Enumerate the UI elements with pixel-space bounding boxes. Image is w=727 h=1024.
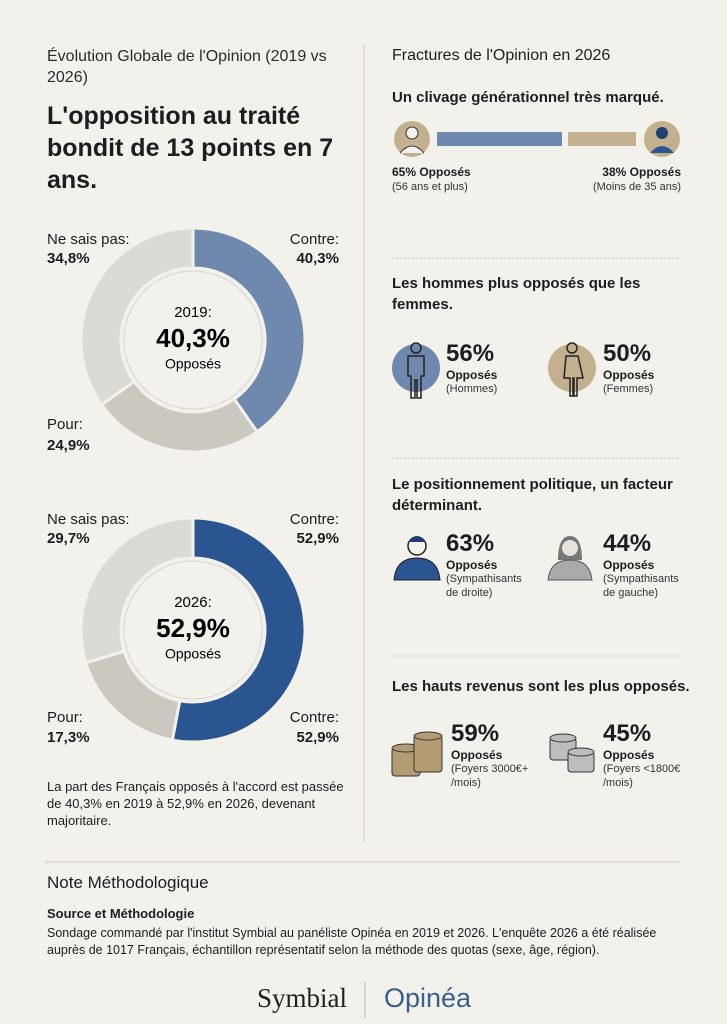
stat-detail: (Sympathisants de gauche)	[603, 573, 679, 599]
stat: 38% Opposés	[602, 165, 681, 179]
legend-label: Ne sais pas:	[47, 231, 130, 248]
icon-woman	[548, 342, 596, 397]
brand: Opinéa	[384, 983, 472, 1013]
value-label: 17,3%	[47, 729, 90, 746]
value-label: 29,7%	[47, 530, 90, 547]
stat: 50%	[603, 340, 652, 367]
icon-coins-low	[549, 733, 595, 773]
stat: 56%	[446, 340, 495, 367]
stat-detail: (Femmes)	[603, 383, 654, 395]
stat-detail: (Moins de 35 ans)	[592, 181, 681, 193]
center-caption: Opposés	[165, 356, 221, 372]
icon-senior	[394, 121, 430, 157]
stat-label: Opposés	[603, 368, 655, 382]
value-label: 52,9%	[296, 530, 339, 547]
icon-coins-high	[391, 731, 443, 777]
center-value: 52,9%	[156, 613, 230, 643]
note-title: Note Méthodologique	[47, 873, 209, 892]
stat: 45%	[603, 720, 652, 747]
legend-label: Contre:	[289, 709, 339, 726]
value-label: 34,8%	[47, 250, 90, 267]
value-label: 52,9%	[296, 729, 339, 746]
stat-label: Opposés	[451, 748, 503, 762]
stat-label: Opposés	[446, 558, 498, 572]
inner-ring	[123, 270, 263, 410]
icon-young	[644, 121, 680, 157]
donut-segment	[191, 226, 307, 434]
stat-label: Opposés	[446, 368, 498, 382]
value-label: 24,9%	[47, 437, 90, 454]
center-caption: Opposés	[165, 646, 221, 662]
donut-segment	[170, 516, 307, 744]
legend-label: Pour:	[47, 709, 83, 726]
icon-right	[393, 536, 441, 581]
center-title: 2019:	[174, 304, 212, 321]
center-title: 2026:	[174, 594, 212, 611]
note-subtitle: Source et Méthodologie	[47, 906, 195, 921]
bar	[437, 132, 562, 146]
headline: L'opposition au traité bondit de 13 poin…	[47, 102, 334, 194]
brand: Symbial	[256, 983, 347, 1013]
note-text: Sondage commandé par l'institut Symbial …	[47, 926, 657, 957]
stat-label: Opposés	[603, 748, 655, 762]
stat-label: Opposés	[603, 558, 655, 572]
legend-label: Contre:	[289, 231, 339, 248]
legend-label: Pour:	[47, 416, 83, 433]
donut-segment	[99, 379, 260, 454]
donut-segment	[79, 516, 195, 665]
legend-label: Ne sais pas:	[47, 511, 130, 528]
caption: La part des Français opposés à l'accord …	[47, 779, 344, 828]
stat: 44%	[603, 530, 652, 557]
icon-man	[392, 342, 440, 399]
stat: 65% Opposés	[392, 165, 471, 179]
icon-left	[547, 536, 593, 581]
donut-segment	[79, 226, 195, 407]
value-label: 40,3%	[296, 250, 339, 267]
stat-detail: (Hommes)	[446, 383, 498, 395]
stat-detail: (Sympathisants de droite)	[446, 573, 522, 599]
stat: 59%	[451, 720, 500, 747]
inner-ring	[123, 560, 263, 700]
bar	[568, 132, 636, 146]
section-heading: Les hauts revenus sont les plus opposés.	[392, 678, 690, 695]
section-title: Fractures de l'Opinion en 2026	[392, 47, 611, 64]
legend-label: Contre:	[289, 511, 339, 528]
stat-detail: (56 ans et plus)	[392, 181, 468, 193]
section-heading: Le positionnement politique, un facteur …	[392, 476, 673, 514]
stat: 63%	[446, 530, 495, 557]
section-heading: Un clivage générationnel très marqué.	[392, 89, 664, 106]
center-value: 40,3%	[156, 323, 230, 353]
stat-detail: (Foyers 3000€+ /mois)	[451, 763, 529, 789]
kicker: Évolution Globale de l'Opinion (2019 vs …	[47, 48, 327, 86]
section-heading: Les hommes plus opposés que les femmes.	[392, 275, 641, 313]
stat-detail: (Foyers <1800€ /mois)	[603, 763, 681, 789]
